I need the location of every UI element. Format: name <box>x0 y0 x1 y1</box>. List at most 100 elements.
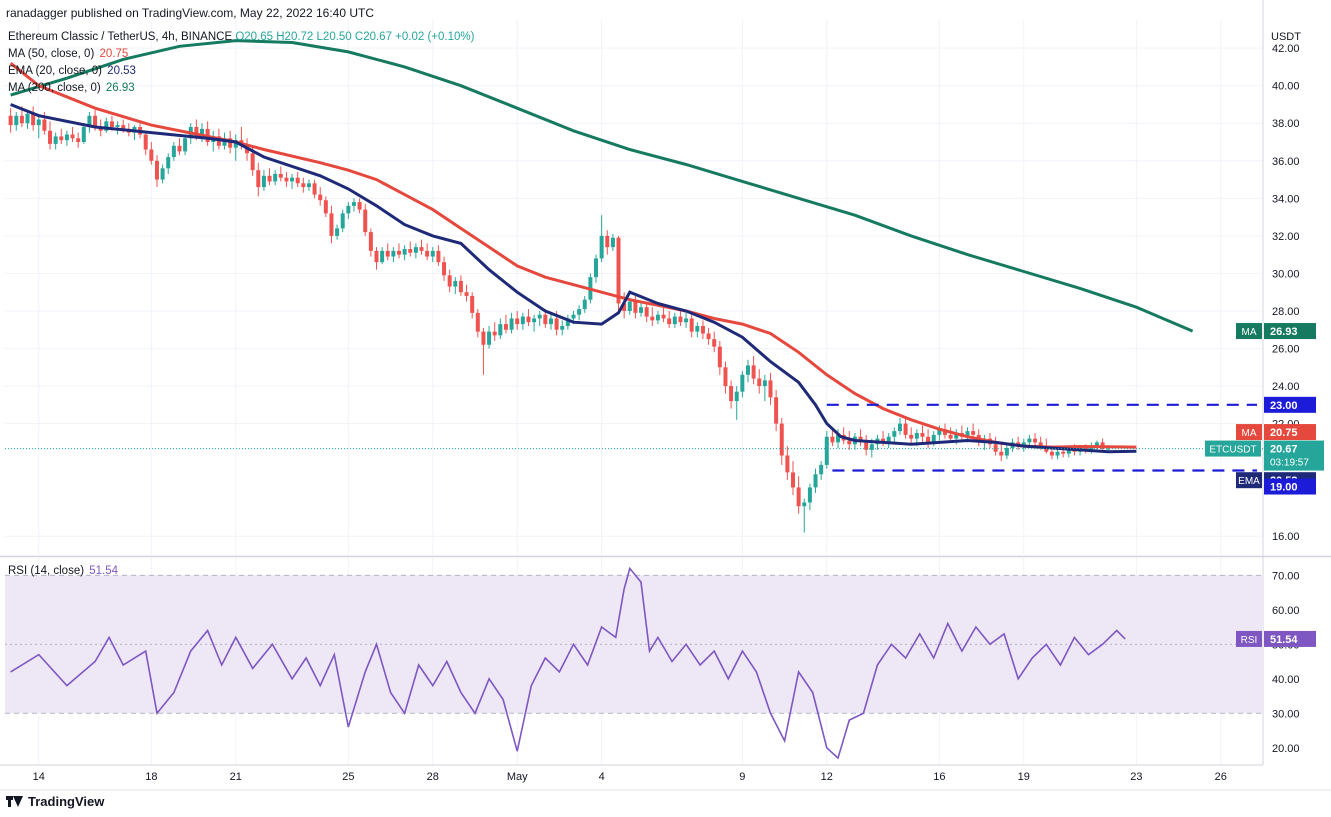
candle-body <box>290 177 295 182</box>
candle-body <box>301 183 306 188</box>
candle-body <box>869 444 874 450</box>
candle-body <box>1066 449 1071 454</box>
symbol-title: Ethereum Classic / TetherUS, 4h, BINANCE <box>8 31 233 43</box>
time-tick-label: 12 <box>821 771 833 783</box>
candle-body <box>768 380 773 398</box>
current-price-text: 20.67 <box>1270 444 1298 456</box>
candle-body <box>813 474 818 488</box>
candle-body <box>717 346 722 368</box>
tradingview-brand[interactable]: TradingView <box>6 794 104 809</box>
time-tick-label: May <box>507 771 528 783</box>
candle-body <box>1055 451 1060 456</box>
candle-body <box>1033 438 1038 443</box>
price-tick-label: 30.00 <box>1272 268 1300 280</box>
price-tick-label: 42.00 <box>1272 43 1300 55</box>
candle-body <box>481 331 486 345</box>
ma200-label-badge-text: 26.93 <box>1270 326 1298 338</box>
candle-body <box>340 213 345 229</box>
ma50-label-tag <box>1236 424 1262 441</box>
candle-body <box>847 440 852 445</box>
rsi-tick-label: 60.00 <box>1272 605 1300 617</box>
candle-body <box>25 113 30 124</box>
candle-body <box>779 423 784 456</box>
candle-body <box>695 325 700 332</box>
ma200-label-badge <box>1264 323 1316 340</box>
candle-body <box>993 444 998 452</box>
candle-body <box>740 374 745 392</box>
candle-body <box>391 250 396 257</box>
time-tick-label: 16 <box>933 771 945 783</box>
rsi-label: RSI (14, close) <box>8 565 85 577</box>
candle-body <box>81 127 86 143</box>
symbol-legend: Ethereum Classic / TetherUS, 4h, BINANCE… <box>8 31 474 43</box>
candle-body <box>1004 448 1009 456</box>
ma50-label-badge-text: 20.75 <box>1270 427 1298 439</box>
candle-body <box>1049 451 1054 456</box>
candle-body <box>954 432 959 439</box>
candle-body <box>633 301 638 313</box>
rsi-tick-label: 30.00 <box>1272 708 1300 720</box>
candle-body <box>610 237 615 248</box>
candle-body <box>498 324 503 336</box>
candle-body <box>430 250 435 257</box>
ma50-legend: MA (50, close, 0) 20.75 <box>8 48 128 60</box>
candle-body <box>160 168 165 180</box>
candle-body <box>650 316 655 321</box>
candle-body <box>323 200 328 214</box>
rsi-tag-text: RSI <box>1241 635 1258 646</box>
price-tick-label: 38.00 <box>1272 118 1300 130</box>
candle-body <box>436 250 441 263</box>
candle-body <box>357 202 362 210</box>
candle-body <box>509 318 514 330</box>
candle-body <box>560 325 565 330</box>
candle-body <box>267 175 272 182</box>
candle-body <box>475 312 480 332</box>
price-tick-label: 36.00 <box>1272 156 1300 168</box>
candle-body <box>729 386 734 402</box>
current-price-badge <box>1264 440 1324 471</box>
candle-body <box>487 331 492 345</box>
candle-body <box>442 262 447 276</box>
candle-body <box>250 153 255 171</box>
candle-body <box>785 455 790 473</box>
candle-body <box>999 451 1004 456</box>
candle-body <box>762 380 767 387</box>
candle-body <box>318 194 323 201</box>
candle-body <box>1106 448 1111 450</box>
candle-body <box>312 183 317 195</box>
candle-body <box>453 280 458 287</box>
candle-body <box>115 125 120 127</box>
candle-body <box>700 325 705 334</box>
candle-body <box>329 213 334 236</box>
candle-body <box>622 303 627 311</box>
candle-body <box>807 487 812 503</box>
candle-body <box>166 157 171 169</box>
candle-body <box>143 134 148 150</box>
candle-body <box>532 318 537 323</box>
ma50-value: 20.75 <box>99 48 129 60</box>
candle-body <box>19 115 24 124</box>
candle-body <box>470 295 475 313</box>
candle-body <box>554 318 559 330</box>
candle-body <box>655 314 660 321</box>
candle-body <box>672 316 677 325</box>
ma200-label: MA (200, close, 0) <box>8 82 101 94</box>
price-tick-label: 28.00 <box>1272 306 1300 318</box>
price-tick-label: 24.00 <box>1272 381 1300 393</box>
candle-body <box>734 391 739 402</box>
rsi-value: 51.54 <box>89 565 119 577</box>
ohlc-values: O20.65 H20.72 L20.50 C20.67 +0.02 (+0.10… <box>235 31 475 43</box>
time-tick-label: 4 <box>599 771 605 783</box>
candle-body <box>408 249 413 253</box>
candle-body <box>1038 442 1043 447</box>
rsi-tick-label: 40.00 <box>1272 674 1300 686</box>
candle-body <box>920 432 925 437</box>
candle-body <box>346 205 351 214</box>
ma50-label-badge <box>1264 424 1316 441</box>
time-tick-label: 19 <box>1018 771 1030 783</box>
candle-body <box>380 250 385 263</box>
candle-body <box>104 121 109 131</box>
candle-body <box>368 232 373 251</box>
candle-body <box>183 138 188 152</box>
